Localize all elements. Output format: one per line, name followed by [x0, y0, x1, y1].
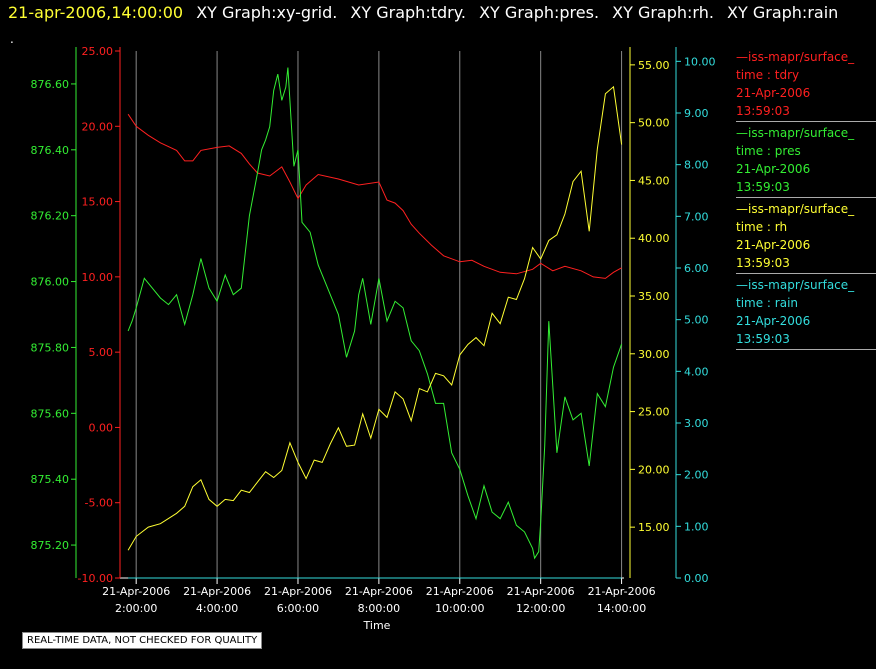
rain-tick-label: 9.00 — [684, 107, 709, 120]
pres-tick-label: 875.20 — [31, 539, 70, 552]
graph-title-pres: XY Graph:pres. — [479, 3, 600, 22]
rain-tick-label: 1.00 — [684, 520, 709, 533]
pres-tick-label: 876.20 — [31, 210, 70, 223]
x-tick-label: 8:00:00 — [358, 602, 400, 615]
legend-var: time : rain — [736, 296, 799, 310]
rain-tick-label: 8.00 — [684, 159, 709, 172]
graph-title-rain: XY Graph:rain — [727, 3, 839, 22]
legend-date: 21-Apr-2006 — [736, 86, 811, 100]
rh-tick-label: 35.00 — [638, 290, 670, 303]
rain-tick-label: 2.00 — [684, 469, 709, 482]
graph-title-rh: XY Graph:rh. — [612, 3, 714, 22]
graph-title-xy-grid: XY Graph:xy-grid. — [196, 3, 338, 22]
legend-time: 13:59:03 — [736, 104, 790, 118]
rain-tick-label: 10.00 — [684, 55, 716, 68]
legend-entry: —iss-mapr/surface_time : rain 21-Apr-2006… — [736, 276, 876, 350]
legend-name: —iss-mapr/surface_ — [736, 50, 855, 64]
x-axis-label: Time — [363, 619, 391, 632]
x-tick-label: 21-Apr-2006 — [507, 585, 575, 598]
rain-tick-label: 3.00 — [684, 417, 709, 430]
x-tick-label: 21-Apr-2006 — [264, 585, 332, 598]
pres-tick-label: 876.40 — [31, 144, 70, 157]
tdry-tick-label: 25.00 — [82, 45, 114, 58]
status-dot: . — [10, 32, 14, 46]
x-tick-label: 6:00:00 — [277, 602, 319, 615]
tdry-tick-label: 0.00 — [89, 421, 114, 434]
rain-tick-label: 4.00 — [684, 365, 709, 378]
pres-tick-label: 875.40 — [31, 473, 70, 486]
legend-time: 13:59:03 — [736, 332, 790, 346]
legend-name: —iss-mapr/surface_ — [736, 202, 855, 216]
legend-date: 21-Apr-2006 — [736, 314, 811, 328]
timestamp: 21-apr-2006,14:00:00 — [8, 3, 184, 22]
tdry-tick-label: 10.00 — [82, 271, 114, 284]
tdry-tick-label: 15.00 — [82, 196, 114, 209]
legend-name: —iss-mapr/surface_ — [736, 126, 855, 140]
x-tick-label: 12:00:00 — [516, 602, 565, 615]
rh-tick-label: 40.00 — [638, 232, 670, 245]
x-tick-label: 2:00:00 — [115, 602, 157, 615]
x-tick-label: 21-Apr-2006 — [102, 585, 170, 598]
x-tick-label: 21-Apr-2006 — [588, 585, 656, 598]
rh-tick-label: 50.00 — [638, 117, 670, 130]
quality-note: REAL-TIME DATA, NOT CHECKED FOR QUALITY — [22, 632, 263, 649]
tdry-tick-label: 20.00 — [82, 120, 114, 133]
pres-series-line — [127, 67, 623, 560]
x-tick-label: 14:00:00 — [597, 602, 646, 615]
legend-time: 13:59:03 — [736, 180, 790, 194]
x-tick-label: 10:00:00 — [435, 602, 484, 615]
x-tick-label: 21-Apr-2006 — [345, 585, 413, 598]
graph-title-tdry: XY Graph:tdry. — [350, 3, 466, 22]
rh-tick-label: 25.00 — [638, 406, 670, 419]
legend-date: 21-Apr-2006 — [736, 162, 811, 176]
legend: —iss-mapr/surface_ time : tdry 21-Apr-2006… — [736, 48, 876, 352]
x-tick-label: 4:00:00 — [196, 602, 238, 615]
rh-series-line — [127, 85, 623, 551]
legend-var: time : rh — [736, 220, 788, 234]
legend-time: 13:59:03 — [736, 256, 790, 270]
graph-header: 21-apr-2006,14:00:00 XY Graph:xy-grid. X… — [8, 3, 838, 22]
pres-tick-label: 876.00 — [31, 276, 70, 289]
tdry-tick-label: -5.00 — [85, 497, 113, 510]
rain-tick-label: 5.00 — [684, 314, 709, 327]
legend-date: 21-Apr-2006 — [736, 238, 811, 252]
pres-tick-label: 875.60 — [31, 407, 70, 420]
x-tick-label: 21-Apr-2006 — [183, 585, 251, 598]
rh-tick-label: 15.00 — [638, 521, 670, 534]
pres-tick-label: 876.60 — [31, 78, 70, 91]
legend-entry: —iss-mapr/surface_time : pres 21-Apr-2006… — [736, 124, 876, 198]
rain-tick-label: 6.00 — [684, 262, 709, 275]
tdry-series-line — [127, 113, 622, 279]
legend-name: —iss-mapr/surface_ — [736, 278, 855, 292]
x-tick-label: 21-Apr-2006 — [426, 585, 494, 598]
rh-tick-label: 55.00 — [638, 59, 670, 72]
rain-tick-label: 7.00 — [684, 210, 709, 223]
rain-tick-label: 0.00 — [684, 572, 709, 585]
pres-tick-label: 875.80 — [31, 341, 70, 354]
rh-tick-label: 20.00 — [638, 463, 670, 476]
rh-tick-label: 30.00 — [638, 348, 670, 361]
legend-var: time : pres — [736, 144, 801, 158]
tdry-tick-label: -10.00 — [78, 572, 113, 585]
tdry-tick-label: 5.00 — [89, 346, 114, 359]
legend-var: time : tdry — [736, 68, 800, 82]
rh-tick-label: 45.00 — [638, 174, 670, 187]
legend-entry: —iss-mapr/surface_time : tdry 21-Apr-2006… — [736, 48, 876, 122]
legend-entry: —iss-mapr/surface_time : rh 21-Apr-2006 13… — [736, 200, 876, 274]
